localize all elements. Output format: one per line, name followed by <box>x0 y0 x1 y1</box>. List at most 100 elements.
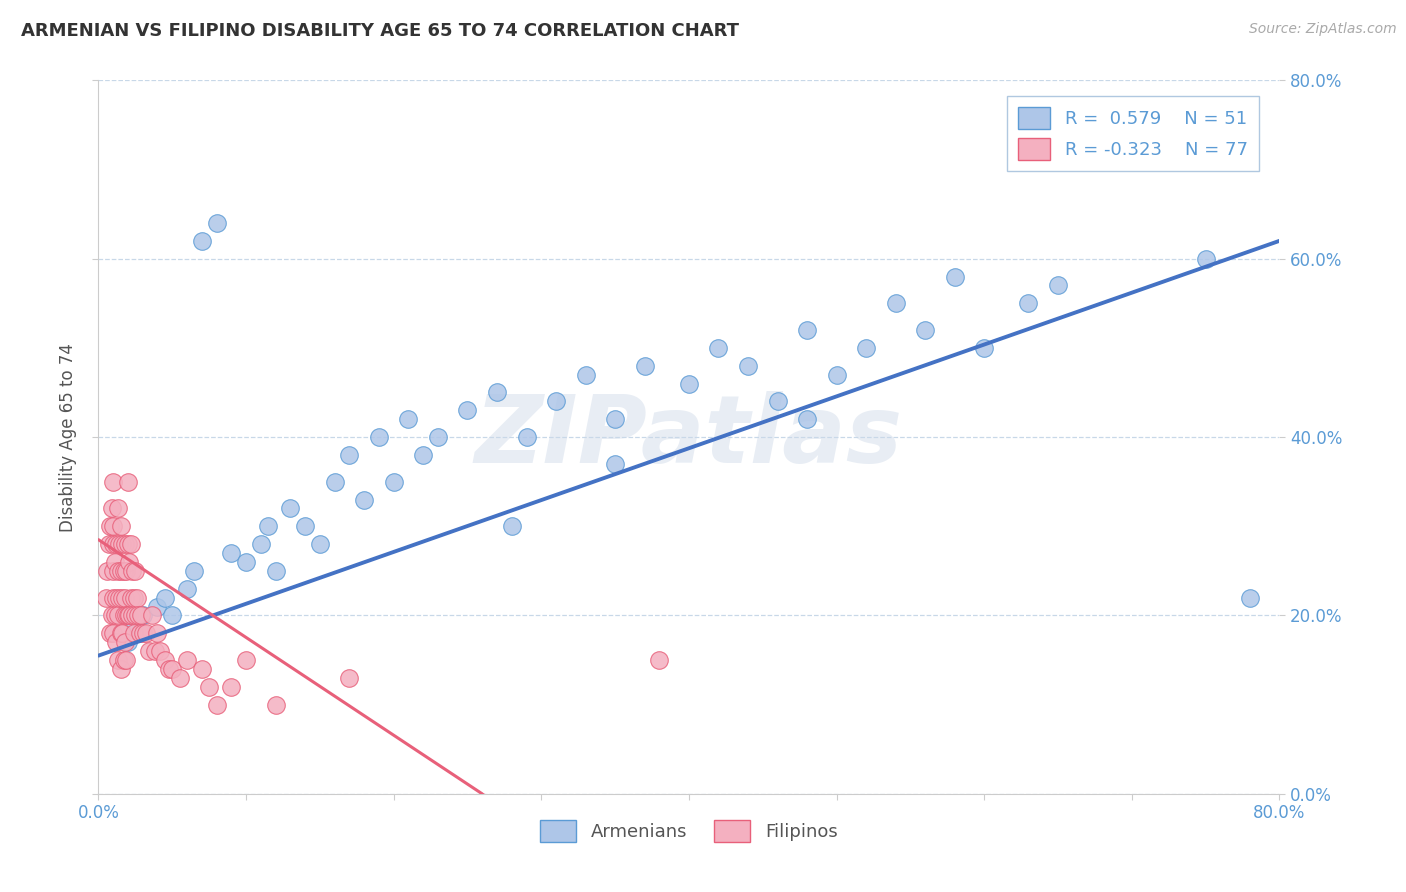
Point <box>153 591 176 605</box>
Point <box>108 537 131 551</box>
Point <box>605 457 627 471</box>
Point <box>191 234 214 248</box>
Point <box>111 537 134 551</box>
Point <box>121 608 143 623</box>
Point <box>323 475 346 489</box>
Point <box>501 519 523 533</box>
Point <box>605 412 627 426</box>
Point <box>104 608 127 623</box>
Point <box>353 492 375 507</box>
Point <box>648 653 671 667</box>
Point <box>1239 591 1261 605</box>
Point <box>122 591 145 605</box>
Point <box>135 626 157 640</box>
Point <box>146 599 169 614</box>
Point <box>737 359 759 373</box>
Point <box>115 653 138 667</box>
Point <box>117 635 139 649</box>
Point <box>153 653 176 667</box>
Point <box>117 475 139 489</box>
Point <box>516 430 538 444</box>
Point <box>264 698 287 712</box>
Point <box>115 608 138 623</box>
Point <box>427 430 450 444</box>
Point <box>176 653 198 667</box>
Point <box>138 644 160 658</box>
Point <box>398 412 420 426</box>
Point <box>114 591 136 605</box>
Point <box>115 564 138 578</box>
Point <box>143 644 166 658</box>
Point <box>111 591 134 605</box>
Point <box>107 501 129 516</box>
Point <box>132 608 155 623</box>
Point <box>105 537 128 551</box>
Point <box>110 564 132 578</box>
Point <box>96 564 118 578</box>
Point <box>125 591 148 605</box>
Point <box>183 564 205 578</box>
Point <box>280 501 302 516</box>
Point <box>107 653 129 667</box>
Point <box>112 608 135 623</box>
Point <box>132 626 155 640</box>
Text: ARMENIAN VS FILIPINO DISABILITY AGE 65 TO 74 CORRELATION CHART: ARMENIAN VS FILIPINO DISABILITY AGE 65 T… <box>21 22 740 40</box>
Point <box>146 626 169 640</box>
Point <box>100 608 122 623</box>
Text: ZIPatlas: ZIPatlas <box>475 391 903 483</box>
Point <box>120 537 142 551</box>
Text: Source: ZipAtlas.com: Source: ZipAtlas.com <box>1249 22 1396 37</box>
Point <box>796 412 818 426</box>
Point <box>103 626 125 640</box>
Point <box>855 341 877 355</box>
Point <box>103 591 125 605</box>
Point <box>98 626 121 640</box>
Point <box>250 537 273 551</box>
Point <box>124 564 146 578</box>
Point <box>198 680 221 694</box>
Point <box>98 519 121 533</box>
Point <box>575 368 598 382</box>
Point <box>157 662 180 676</box>
Point <box>110 626 132 640</box>
Point <box>118 608 141 623</box>
Point <box>117 608 139 623</box>
Point <box>104 555 127 569</box>
Point <box>1195 252 1218 266</box>
Point <box>111 626 134 640</box>
Point <box>117 537 139 551</box>
Point <box>235 555 257 569</box>
Point <box>257 519 280 533</box>
Point <box>339 448 361 462</box>
Point <box>141 608 163 623</box>
Point <box>169 671 191 685</box>
Point <box>103 564 125 578</box>
Point <box>120 591 142 605</box>
Point <box>100 501 122 516</box>
Point <box>973 341 995 355</box>
Point <box>103 537 125 551</box>
Point <box>412 448 434 462</box>
Point <box>221 546 243 560</box>
Legend: Armenians, Filipinos: Armenians, Filipinos <box>533 813 845 849</box>
Point <box>1046 278 1070 293</box>
Point <box>309 537 332 551</box>
Point <box>103 519 125 533</box>
Point <box>128 626 150 640</box>
Point <box>121 564 143 578</box>
Point <box>118 555 141 569</box>
Point <box>110 519 132 533</box>
Point <box>486 385 509 400</box>
Point <box>382 475 405 489</box>
Point <box>97 537 120 551</box>
Point <box>105 591 128 605</box>
Point <box>205 698 228 712</box>
Point <box>457 403 479 417</box>
Point <box>127 608 149 623</box>
Point <box>112 653 135 667</box>
Point <box>766 394 789 409</box>
Point <box>107 608 129 623</box>
Point <box>124 608 146 623</box>
Point <box>110 662 132 676</box>
Point <box>1018 296 1040 310</box>
